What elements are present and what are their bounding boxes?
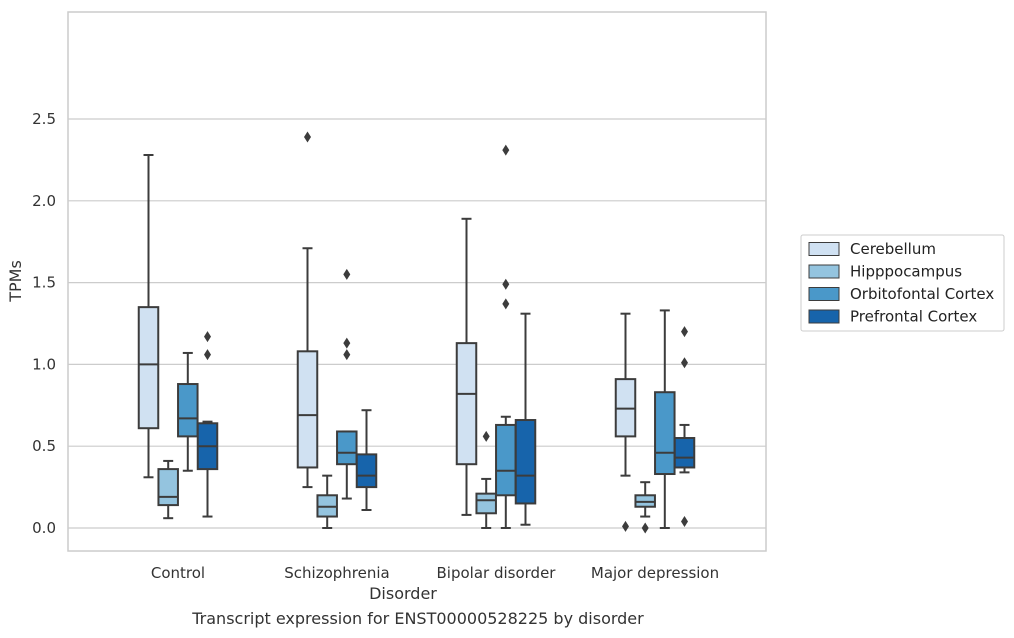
x-tick-label: Schizophrenia (284, 564, 389, 582)
y-tick-label: 1.5 (32, 274, 56, 292)
outlier-point (502, 144, 510, 156)
legend-entry: Hipppocampus (850, 263, 962, 281)
box-iqr (455, 342, 478, 466)
box-0-1 (157, 459, 179, 520)
box-2-0 (455, 217, 478, 516)
box-iqr (355, 453, 378, 489)
box-0-3 (196, 331, 219, 518)
y-tick-label: 2.0 (32, 192, 56, 210)
legend-entry: Cerebellum (850, 240, 936, 258)
legend-entry: Prefrontal Cortex (850, 308, 977, 326)
box-iqr (673, 437, 696, 469)
box-0-0 (137, 153, 160, 479)
outlier-point (304, 131, 311, 143)
box-1-0 (296, 131, 319, 489)
x-axis-label: Disorder (369, 584, 437, 603)
box-iqr (654, 391, 676, 476)
outlier-point (681, 357, 688, 369)
box-iqr (177, 383, 199, 438)
box-3-1 (634, 481, 656, 534)
box-0-2 (177, 351, 199, 472)
outlier-point (343, 268, 351, 280)
outlier-point (681, 515, 688, 527)
x-axis-ticks: Control Schizophrenia Bipolar disorder Majo… (151, 564, 719, 582)
outlier-point (204, 331, 211, 343)
legend-swatch (808, 242, 840, 256)
legend-swatch (808, 287, 840, 301)
box-iqr (475, 492, 497, 515)
x-tick-label: Bipolar disorder (437, 564, 557, 582)
box-1-2 (336, 268, 358, 500)
outlier-point (343, 349, 351, 361)
figure-caption: Transcript expression for ENST0000052822… (192, 609, 644, 628)
legend-entry: Orbitofontal Cortex (850, 285, 994, 303)
outlier-point (204, 349, 211, 361)
box-2-2 (495, 144, 517, 529)
y-axis-label: TPMs (6, 260, 25, 303)
box-iqr (157, 468, 179, 507)
x-tick-label: Control (151, 564, 205, 582)
plot-area-frame (67, 11, 767, 552)
y-tick-label: 0.5 (32, 437, 56, 455)
box-iqr (514, 419, 537, 505)
outlier-point (681, 326, 688, 338)
outlier-point (502, 278, 510, 290)
box-iqr (296, 350, 319, 469)
x-tick-label: Major depression (591, 564, 719, 582)
box-iqr (495, 423, 517, 497)
y-axis-ticks: 0.0 0.5 1.0 1.5 2.0 2.5 (32, 110, 56, 537)
outlier-point (482, 430, 490, 442)
box-1-1 (316, 474, 338, 529)
y-tick-label: 2.5 (32, 110, 56, 128)
legend-swatch (808, 309, 840, 324)
outlier-point (343, 337, 351, 349)
legend: Cerebellum Hipppocampus Orbitofontal Corte… (800, 234, 1005, 332)
gridlines (68, 118, 766, 529)
outlier-point (502, 298, 510, 310)
box-2-3 (514, 312, 537, 526)
box-3-0 (614, 312, 637, 532)
box-iqr (137, 306, 160, 430)
box-3-2 (654, 309, 676, 529)
box-2-1 (475, 430, 497, 529)
box-3-3 (673, 326, 696, 527)
box-1-3 (355, 409, 378, 512)
box-series (137, 131, 696, 534)
box-iqr (336, 430, 358, 466)
y-tick-label: 0.0 (32, 519, 56, 537)
outlier-point (641, 522, 649, 534)
outlier-point (622, 520, 629, 532)
y-tick-label: 1.0 (32, 355, 56, 373)
legend-frame (800, 234, 1005, 332)
legend-swatch (808, 264, 840, 279)
